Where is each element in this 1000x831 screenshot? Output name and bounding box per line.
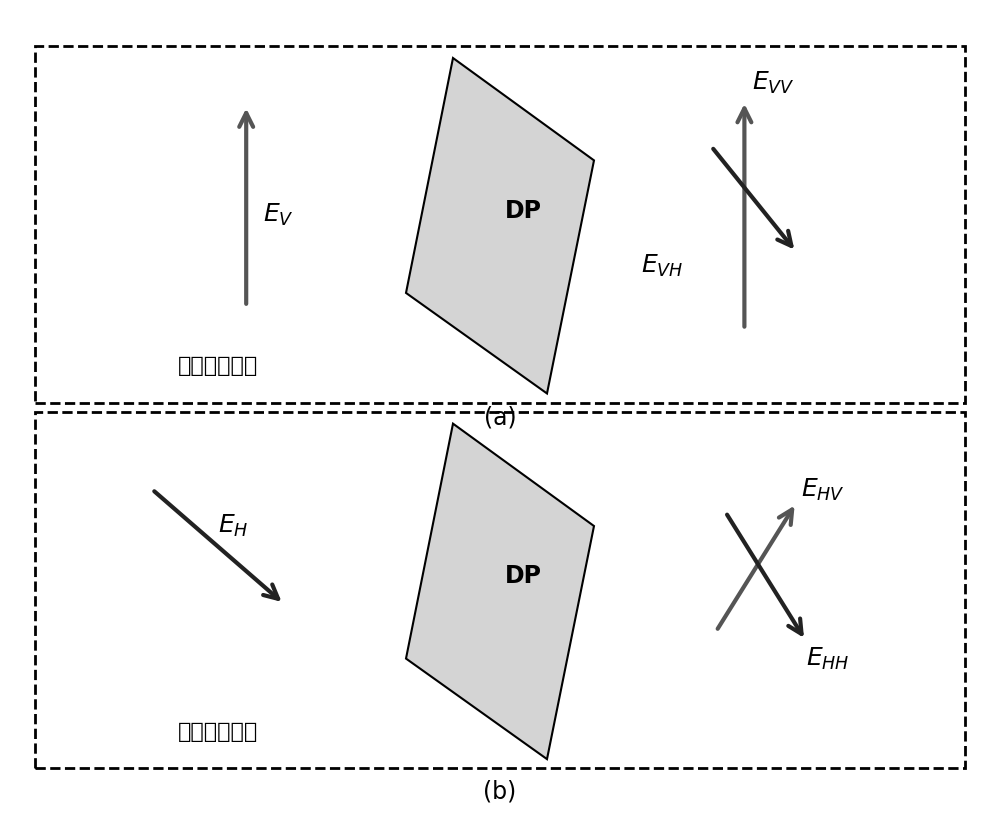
Text: $\mathit{E}_{\mathit{HV}}$: $\mathit{E}_{\mathit{HV}}$ bbox=[801, 476, 845, 503]
Text: (a): (a) bbox=[484, 406, 516, 429]
Polygon shape bbox=[406, 58, 594, 394]
Text: $\mathit{E}_{\mathit{VH}}$: $\mathit{E}_{\mathit{VH}}$ bbox=[641, 253, 683, 278]
Polygon shape bbox=[406, 424, 594, 760]
Text: $\mathit{E}_{\mathit{HH}}$: $\mathit{E}_{\mathit{HH}}$ bbox=[806, 646, 849, 671]
Text: $\mathit{E}_{\mathit{VV}}$: $\mathit{E}_{\mathit{VV}}$ bbox=[752, 70, 795, 96]
Text: 入射水平极化: 入射水平极化 bbox=[178, 721, 258, 742]
Text: (b): (b) bbox=[483, 779, 517, 803]
Text: $\mathit{E}_\mathit{H}$: $\mathit{E}_\mathit{H}$ bbox=[218, 513, 248, 539]
Text: DP: DP bbox=[505, 199, 542, 223]
Text: $\mathit{E}_\mathit{V}$: $\mathit{E}_\mathit{V}$ bbox=[263, 202, 294, 229]
Text: 入射垂直极化: 入射垂直极化 bbox=[178, 356, 258, 376]
Text: DP: DP bbox=[505, 564, 542, 588]
